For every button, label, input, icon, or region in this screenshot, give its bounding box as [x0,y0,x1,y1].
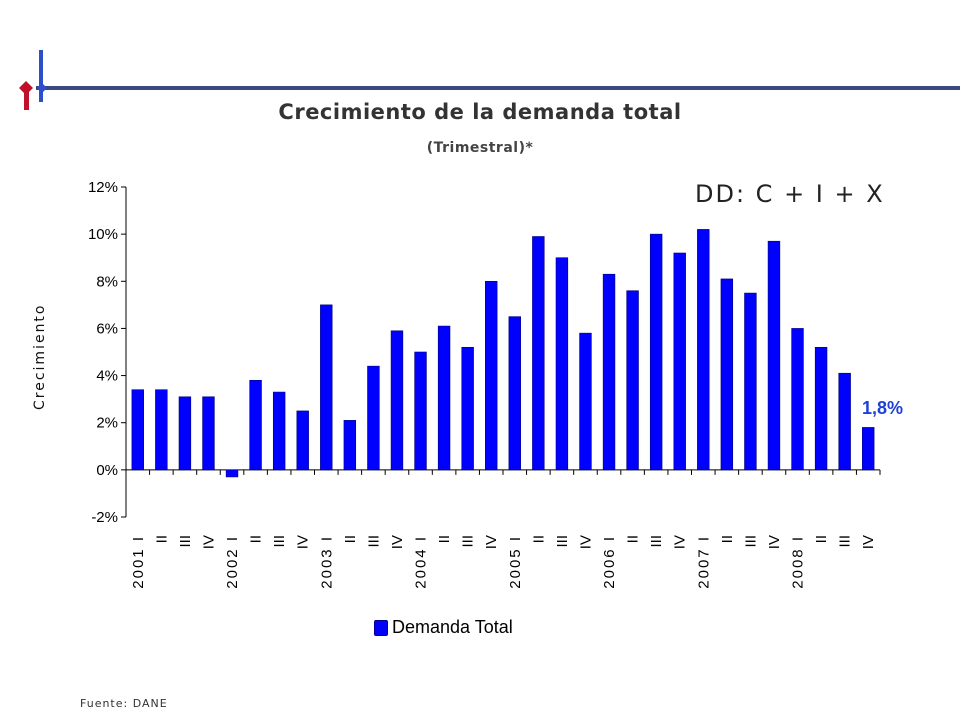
x-tick-label: 2005 I [507,535,524,589]
y-tick-label: 8% [96,273,118,290]
bar [225,469,239,478]
source-note: Fuente: DANE [80,697,168,710]
y-tick-label: -2% [91,509,118,526]
bar [272,391,286,471]
bar [532,236,545,471]
x-tick-label: IV [672,535,689,549]
x-tick-label: III [177,535,194,548]
y-tick-label: 6% [96,320,118,337]
x-tick-label: IV [389,535,406,549]
bar [414,351,427,471]
chart-subtitle: (Trimestral)* [426,140,534,156]
x-tick-label: III [554,535,571,548]
x-tick-label: II [813,535,830,543]
header-rule [36,86,960,90]
legend-swatch [374,619,388,636]
bar [767,240,781,471]
y-tick-label: 0% [96,462,118,479]
logo-icon [19,50,47,110]
bar [178,396,192,471]
bar [296,410,309,471]
bar [649,233,663,471]
x-tick-label: II [530,535,547,543]
y-tick-label: 2% [96,415,118,432]
bar [131,389,144,471]
x-tick-label: II [342,535,359,543]
bar [508,316,521,471]
bar [862,427,875,471]
x-tick-label: IV [766,535,783,549]
bar [367,365,380,471]
legend-label: Demanda Total [392,617,513,637]
x-tick-label: 2006 I [601,535,618,589]
bar [155,389,168,471]
last-value-callout: 1,8% [862,398,904,418]
x-tick-label: III [742,535,759,548]
x-tick-label: 2008 I [790,535,807,589]
x-tick-label: IV [860,535,877,549]
bar [555,257,569,471]
x-tick-label: II [248,535,265,543]
bar [814,346,828,471]
bar [249,379,262,471]
x-tick-label: 2003 I [318,535,335,589]
x-tick-label: III [460,535,477,548]
x-tick-label: II [719,535,736,543]
x-tick-label: 2007 I [695,535,712,589]
bar [697,229,710,471]
x-tick-label: II [153,535,170,543]
bar [485,280,498,471]
x-tick-label: III [271,535,288,548]
bar [720,278,734,471]
bar [390,330,404,471]
x-tick-label: 2001 I [130,535,147,589]
x-tick-label: IV [483,535,500,549]
bar [343,420,357,471]
bar [626,290,639,471]
y-tick-label: 12% [88,179,118,196]
x-tick-label: III [648,535,665,548]
bar [838,372,851,471]
bar [791,328,804,471]
legend: Demanda Total [374,617,513,638]
equation-annotation: DD: C + I + X [695,180,885,208]
x-tick-label: II [625,535,642,543]
x-tick-label: II [436,535,453,543]
x-tick-label: IV [577,535,594,549]
x-tick-label: IV [295,535,312,549]
x-tick-label: 2004 I [413,535,430,589]
y-tick-label: 10% [88,226,118,243]
bar [202,396,215,471]
bar [744,292,757,471]
bar [437,325,451,471]
y-tick-label: 4% [96,368,118,385]
bar [461,346,474,471]
x-tick-label: IV [200,535,217,549]
bar [320,304,333,471]
bar [673,252,686,471]
bar [579,332,592,471]
x-tick-label: 2002 I [224,535,241,589]
bar [602,273,616,471]
x-tick-label: III [837,535,854,548]
x-tick-label: III [365,535,382,548]
chart-title: Crecimiento de la demanda total [278,100,682,124]
